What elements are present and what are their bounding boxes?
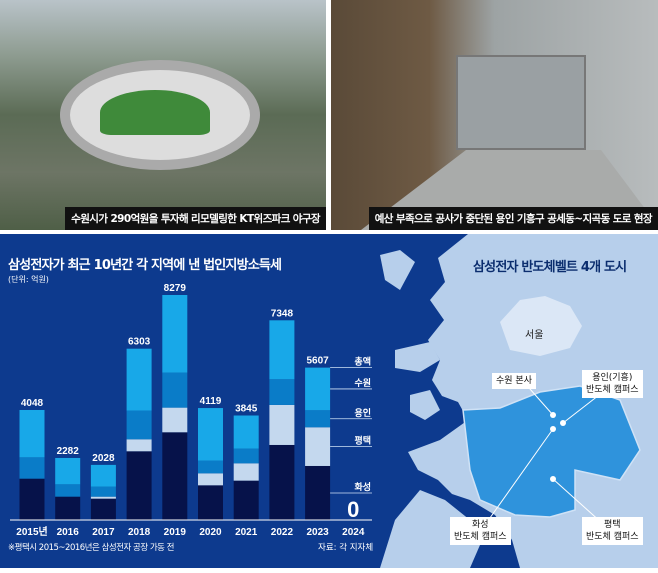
bar-segment-평택 [90, 496, 116, 499]
map-title: 삼성전자 반도체벨트 4개 도시 [473, 260, 627, 275]
label-line: 반도체 캠퍼스 [454, 532, 507, 542]
road-construction-photo: 예산 부족으로 공사가 중단된 용인 기흥구 공세동~지곡동 도로 현장 [331, 0, 658, 230]
total-label: 3845 [235, 404, 258, 415]
total-label: 2282 [57, 446, 80, 457]
bar-segment-용인 [198, 460, 223, 474]
legend-label: 용인 [354, 408, 371, 419]
island [395, 342, 440, 372]
total-label: 4048 [21, 398, 44, 409]
year-label: 2023 [306, 527, 329, 538]
city-dot [550, 426, 556, 432]
year-label: 2022 [271, 527, 294, 538]
baseball-stadium-photo: 수원시가 290억원을 투자해 리모델링한 KT위즈파크 야구장 [0, 0, 326, 230]
leader-line [479, 428, 554, 533]
label-line: 반도체 캠퍼스 [586, 532, 639, 542]
city-dot [550, 412, 556, 418]
total-label: 0 [347, 497, 359, 522]
island [410, 390, 440, 420]
bar-segment-평택 [305, 427, 331, 466]
bar-segment-평택 [126, 439, 152, 452]
label-line: 반도체 캠퍼스 [586, 385, 639, 395]
bar-segment-수원 [198, 408, 223, 461]
bar-segment-수원 [90, 464, 116, 487]
infographic-panel: 삼성전자 반도체벨트 4개 도시 서울 수원 본사 용인(기흥) 반도체 캠퍼스 화성… [0, 234, 658, 568]
bar-segment-수원 [126, 348, 152, 411]
total-label: 4119 [200, 396, 222, 407]
photo-caption: 예산 부족으로 공사가 중단된 용인 기흥구 공세동~지곡동 도로 현장 [368, 207, 658, 230]
total-label: 5607 [306, 356, 329, 367]
chart-unit: (단위: 억원) [8, 275, 49, 284]
bar-segment-평택 [269, 404, 295, 445]
baseball-field [100, 90, 210, 135]
bar-segment-수원 [233, 415, 259, 449]
stacked-bar-chart: 4048 2015년 2282 2016 2028 2017 6303 2018 8279 201… [10, 283, 372, 538]
island [380, 250, 415, 290]
label-line: 수원 본사 [496, 376, 532, 386]
seoul-label: 서울 [525, 330, 544, 341]
photo-caption: 수원시가 290억원을 투자해 리모델링한 KT위즈파크 야구장 [65, 207, 326, 230]
bar-segment-화성 [90, 498, 116, 520]
legend-label: 평택 [354, 435, 371, 447]
yongin-label: 용인(기흥) 반도체 캠퍼스 [582, 370, 643, 398]
peninsula [380, 490, 480, 568]
year-label: 2018 [128, 527, 151, 538]
total-label: 2028 [92, 453, 115, 464]
legend-label: 총액 [354, 356, 371, 368]
bar-segment-화성 [198, 485, 223, 520]
suwon-label: 수원 본사 [492, 373, 536, 389]
bar-segment-화성 [55, 496, 81, 520]
bar-segment-용인 [269, 379, 295, 405]
city-dot [550, 476, 556, 482]
bar-segment-평택 [198, 473, 223, 486]
bar-segment-수원 [55, 457, 81, 485]
year-label: 2015년 [16, 525, 47, 538]
year-label: 2016 [57, 527, 80, 538]
bar-segment-수원 [19, 409, 45, 458]
year-label: 2024 [342, 527, 365, 538]
bar-segment-화성 [233, 480, 259, 520]
bar-segment-수원 [269, 320, 295, 380]
total-label: 6303 [128, 337, 151, 348]
year-label: 2017 [92, 527, 115, 538]
label-line: 평택 [603, 520, 621, 530]
label-line: 화성 [471, 520, 489, 530]
seoul-shape [500, 296, 582, 356]
bar-segment-화성 [19, 478, 45, 520]
bar-segment-용인 [126, 410, 152, 440]
gate [456, 55, 586, 150]
legend-label: 수원 [354, 377, 371, 389]
bar-segment-화성 [305, 465, 331, 520]
year-label: 2020 [199, 527, 222, 538]
bar-segment-용인 [90, 486, 116, 497]
year-label: 2021 [235, 527, 258, 538]
bar-segment-용인 [233, 448, 259, 464]
bar-segment-용인 [162, 372, 188, 408]
year-label: 2019 [164, 527, 187, 538]
legend-label: 화성 [354, 481, 371, 493]
bar-segment-평택 [233, 463, 259, 481]
total-label: 8279 [164, 283, 187, 294]
bar-segment-평택 [162, 407, 188, 433]
label-line: 용인(기흥) [592, 373, 633, 383]
stadium-shape [60, 60, 260, 170]
bar-segment-용인 [305, 410, 331, 428]
source: 자료: 각 지자체 [318, 543, 374, 553]
bar-segment-수원 [305, 367, 331, 411]
footnote: ※평택시 2015~2016년은 삼성전자 공장 가동 전 [8, 543, 175, 553]
bar-segment-용인 [19, 457, 45, 479]
chart-title: 삼성전자가 최근 10년간 각 지역에 낸 법인지방소득세 [8, 258, 282, 273]
bar-segment-화성 [269, 444, 295, 520]
region-map [380, 234, 658, 568]
city-dot [560, 420, 566, 426]
city-region [462, 385, 641, 518]
total-label: 7348 [271, 308, 294, 319]
bar-segment-용인 [55, 484, 81, 497]
bar-segment-화성 [162, 432, 188, 520]
bar-segment-화성 [126, 451, 152, 520]
bar-segment-수원 [162, 295, 188, 373]
